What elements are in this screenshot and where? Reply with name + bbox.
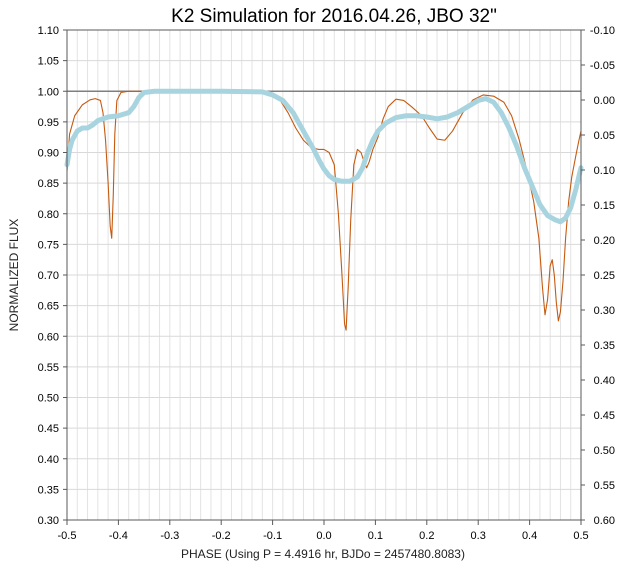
y2-tick-label: 0.30 [594,305,615,317]
x-tick-label: -0.4 [109,530,128,542]
y-tick-label: 1.10 [38,25,59,37]
chart-title: K2 Simulation for 2016.04.26, JBO 32" [171,6,497,27]
y-tick-label: 0.55 [38,362,59,374]
x-tick-label: 0.3 [471,530,486,542]
y-tick-label: 0.45 [38,423,59,435]
y-tick-label: 0.50 [38,393,59,405]
y-tick-label: 0.75 [38,239,59,251]
y-axis-ticks: 0.30 0.35 0.40 0.45 0.50 0.55 0.60 0.65 0.70 0.75… [38,25,67,527]
y-tick-label: 0.85 [38,178,59,190]
y-tick-label: 0.35 [38,484,59,496]
observed-curve-line [64,88,584,225]
x-tick-label: 0.0 [316,530,331,542]
y-axis-label: NORMALIZED FLUX [7,219,21,332]
y2-tick-label: 0.15 [594,200,615,212]
y-tick-label: 0.30 [38,515,59,527]
y2-tick-label: -0.05 [590,60,615,72]
y2-tick-label: 0.05 [594,130,615,142]
y2-tick-label: 0.50 [594,445,615,457]
y-tick-label: 1.05 [38,56,59,68]
x-tick-label: -0.3 [160,530,179,542]
y2-tick-label: 0.55 [594,480,615,492]
y-tick-label: 0.95 [38,117,59,129]
y2-tick-label: 0.35 [594,340,615,352]
y-tick-label: 0.70 [38,270,59,282]
y-tick-label: 0.65 [38,301,59,313]
x-tick-label: -0.5 [58,530,77,542]
y-tick-label: 0.40 [38,454,59,466]
x-tick-label: -0.1 [263,530,282,542]
y-tick-label: 1.00 [38,86,59,98]
y-tick-label: 0.60 [38,331,59,343]
x-axis-label: PHASE (Using P = 4.4916 hr, BJDo = 24574… [181,547,465,561]
gridlines [66,29,582,521]
y2-tick-label: 0.20 [594,235,615,247]
secondary-y-axis-ticks: -0.10 -0.05 0.00 0.05 0.10 0.15 0.20 0.25 0.30 0.… [581,25,615,527]
y2-tick-label: 0.45 [594,410,615,422]
y2-tick-label: 0.10 [594,165,615,177]
x-tick-label: 0.5 [573,530,588,542]
y-tick-label: 0.80 [38,209,59,221]
y2-tick-label: 0.25 [594,270,615,282]
data-series [64,88,584,331]
x-tick-label: 0.4 [522,530,537,542]
x-tick-label: -0.2 [212,530,231,542]
y2-tick-label: -0.10 [590,25,615,37]
y2-tick-label: 0.60 [594,515,615,527]
x-tick-label: 0.2 [419,530,434,542]
x-axis-ticks: -0.5 -0.4 -0.3 -0.2 -0.1 0.0 0.1 0.2 0.3 0.4 0.5 [58,520,589,542]
y-tick-label: 0.90 [38,148,59,160]
x-tick-label: 0.1 [368,530,383,542]
y2-tick-label: 0.40 [594,375,615,387]
y2-tick-label: 0.00 [594,95,615,107]
